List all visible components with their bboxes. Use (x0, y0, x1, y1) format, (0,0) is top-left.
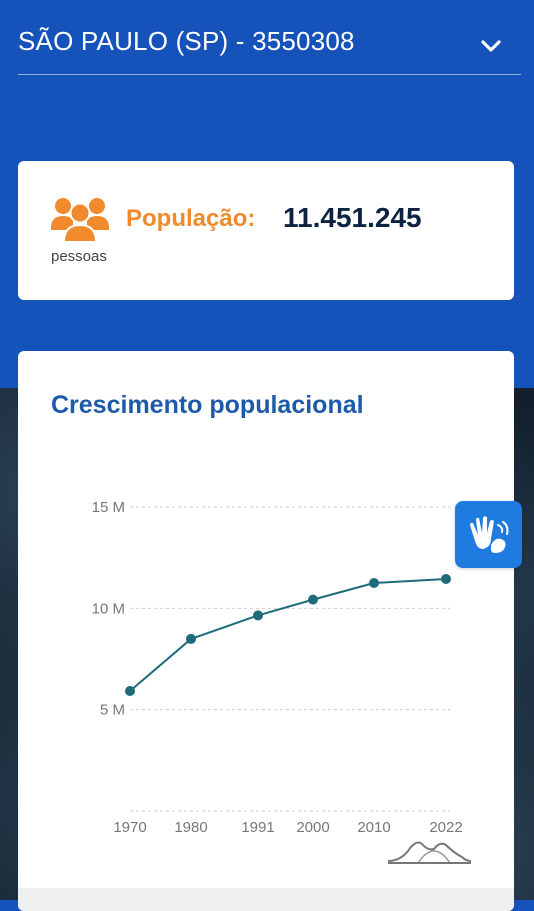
population-line-chart: 15 M 10 M 5 M 1970 1980 1991 2000 2010 2022 (92, 499, 472, 864)
x-tick-label: 1980 (174, 819, 207, 836)
population-label: População: (126, 205, 256, 232)
x-tick-label: 2022 (429, 819, 462, 836)
series-line (129, 577, 447, 692)
sign-language-button[interactable] (455, 501, 522, 568)
data-point[interactable] (369, 578, 379, 588)
sign-language-icon (470, 516, 509, 553)
chart-series-line (129, 577, 447, 692)
y-tick-label: 5 M (100, 702, 125, 719)
population-card: pessoas População: 11.451.245 (18, 161, 514, 300)
population-unit: pessoas (51, 248, 107, 265)
distribution-curve-icon[interactable] (387, 841, 472, 864)
data-point[interactable] (441, 573, 451, 584)
x-tick-label: 1991 (241, 819, 274, 836)
population-value: 11.451.245 (283, 202, 422, 233)
data-point[interactable] (125, 686, 135, 697)
y-tick-label: 10 M (92, 600, 125, 617)
chart-points (125, 573, 451, 697)
chart-y-ticks: 15 M 10 M 5 M (92, 499, 125, 719)
chevron-down-icon[interactable] (479, 34, 503, 58)
y-tick-label: 15 M (92, 499, 125, 516)
data-point[interactable] (308, 594, 318, 605)
x-tick-label: 2010 (357, 819, 390, 836)
data-point[interactable] (186, 633, 196, 644)
location-title: SÃO PAULO (SP) - 3550308 (18, 26, 355, 56)
population-growth-card: Crescimento populacional 15 M 10 M 5 M 197… (18, 351, 514, 911)
x-tick-label: 1970 (113, 819, 146, 836)
people-icon (51, 198, 109, 243)
data-point[interactable] (253, 610, 263, 621)
location-header[interactable]: SÃO PAULO (SP) - 3550308 (18, 22, 521, 75)
x-tick-label: 2000 (296, 819, 329, 836)
chart-x-ticks: 1970 1980 1991 2000 2010 2022 (113, 819, 462, 836)
chart-gridlines (130, 506, 450, 812)
chart-title: Crescimento populacional (51, 391, 364, 419)
